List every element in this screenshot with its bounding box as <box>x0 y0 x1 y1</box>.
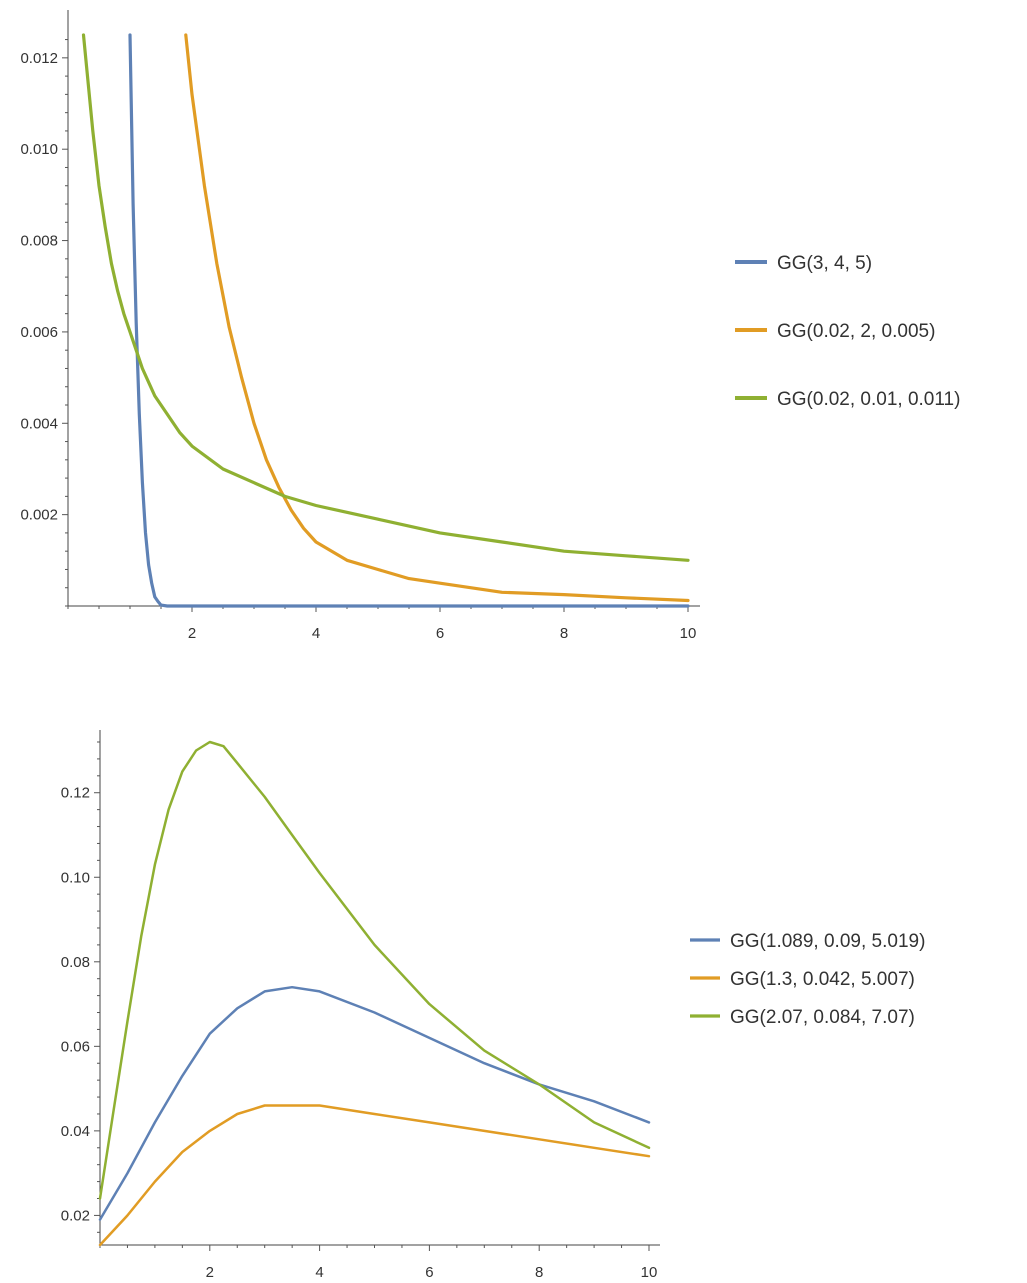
legend-label: GG(1.3, 0.042, 5.007) <box>730 969 915 990</box>
legend-label: GG(3, 4, 5) <box>777 253 872 274</box>
x-tick-label: 10 <box>641 1264 658 1281</box>
x-tick-label: 8 <box>560 625 568 642</box>
y-tick-label: 0.004 <box>20 415 58 432</box>
legend-label: GG(0.02, 2, 0.005) <box>777 321 935 342</box>
x-tick-label: 2 <box>188 625 196 642</box>
y-tick-label: 0.06 <box>61 1038 90 1055</box>
series-line-3 <box>98 740 651 1200</box>
y-tick-label: 0.02 <box>61 1207 90 1224</box>
series-line-2 <box>184 33 690 603</box>
x-tick-label: 8 <box>535 1264 543 1281</box>
x-tick-label: 4 <box>312 625 320 642</box>
x-tick-label: 4 <box>315 1264 323 1281</box>
y-tick-label: 0.012 <box>20 50 58 67</box>
chart-bottom: 2 4 6 8 10 0.02 0.04 0.06 0.08 0.10 0.12 GG(1.089, … <box>61 730 925 1281</box>
y-tick-label: 0.12 <box>61 785 90 802</box>
x-tick-label: 2 <box>206 1264 214 1281</box>
y-tick-label: 0.10 <box>61 869 90 886</box>
legend-label: GG(0.02, 0.01, 0.011) <box>777 389 960 410</box>
series-line-1 <box>128 33 690 608</box>
series-line-3 <box>81 33 690 562</box>
y-tick-label: 0.04 <box>61 1123 90 1140</box>
legend-label: GG(1.089, 0.09, 5.019) <box>730 931 925 952</box>
x-tick-label: 6 <box>425 1264 433 1281</box>
y-tick-label: 0.008 <box>20 233 58 250</box>
series-line-2 <box>98 1104 651 1247</box>
series-line-1 <box>98 985 651 1221</box>
y-tick-label: 0.002 <box>20 507 58 524</box>
x-tick-label: 6 <box>436 625 444 642</box>
legend-label: GG(2.07, 0.084, 7.07) <box>730 1007 915 1028</box>
chart-top: 2 4 6 8 10 0.002 0.004 0.006 0.008 0.010 0.012 GG(3… <box>20 10 960 642</box>
y-tick-label: 0.08 <box>61 954 90 971</box>
x-tick-label: 10 <box>680 625 697 642</box>
y-tick-label: 0.006 <box>20 324 58 341</box>
y-tick-label: 0.010 <box>20 141 58 158</box>
